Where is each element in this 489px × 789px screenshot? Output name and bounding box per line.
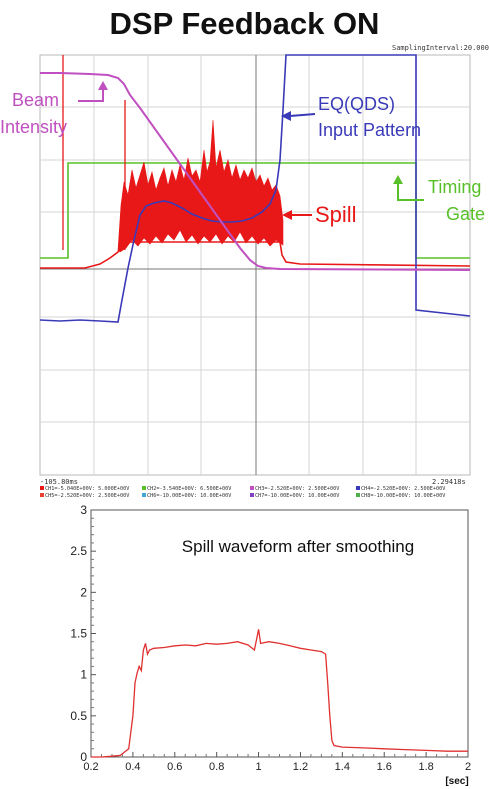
page-title: DSP Feedback ON [109, 6, 380, 41]
y-tick-label: 1.5 [70, 627, 87, 641]
eq-pointer-arrow [289, 113, 316, 117]
chart-title: Spill waveform after smoothing [182, 537, 414, 556]
timing-pointer-arrow [397, 182, 424, 201]
channel-legend-ch3: CH3=-2.520E+00V: 2.500E+00V [255, 486, 339, 492]
sampling-interval-label: SamplingInterval:20.000us [392, 44, 489, 52]
channel-swatch-ch7 [250, 493, 254, 497]
beam-label-line2: Intensity [0, 117, 67, 137]
beam-intensity-trace [40, 72, 471, 271]
channel-legend-ch4: CH4=-2.520E+00V: 2.500E+00V [361, 486, 445, 492]
eq-label-line1: EQ(QDS) [318, 94, 395, 114]
channel-swatch-ch6 [142, 493, 146, 497]
y-tick-label: 0 [80, 750, 87, 764]
spill-smoothed-line [91, 629, 468, 758]
x-tick-label: 1 [255, 761, 261, 773]
channel-legend-ch6: CH6=-10.00E+00V: 10.00E+00V [147, 493, 231, 499]
timing-label-line2: Gate [446, 204, 485, 224]
time-start-label: -105.80ms [40, 478, 78, 486]
spill-label: Spill [315, 202, 357, 227]
channel-swatch-ch3 [250, 486, 254, 490]
y-tick-label: 3 [80, 503, 87, 517]
channel-swatch-ch5 [40, 493, 44, 497]
x-tick-label: 0.2 [83, 761, 98, 773]
eq-input-trace [39, 54, 471, 323]
channel-swatch-ch4 [356, 486, 360, 490]
spill-pointer-arrowhead [282, 210, 292, 220]
x-tick-label: 0.8 [209, 761, 224, 773]
x-axis-label: [sec] [445, 776, 468, 787]
x-tick-label: 1.2 [293, 761, 308, 773]
x-tick-label: 1.4 [335, 761, 350, 773]
channel-swatch-ch1 [40, 486, 44, 490]
channel-swatch-ch2 [142, 486, 146, 490]
beam-pointer-arrow [78, 88, 104, 102]
y-tick-label: 1 [80, 668, 87, 682]
eq-pointer-arrowhead [281, 111, 291, 121]
beam-pointer-arrowhead [98, 81, 108, 90]
x-tick-label: 1.6 [377, 761, 392, 773]
channel-legend-ch5: CH5=-2.520E+00V: 2.500E+00V [45, 493, 129, 499]
channel-legend-ch1: CH1=-5.040E+00V: 5.000E+00V [45, 486, 129, 492]
beam-label-line1: Beam [12, 90, 59, 110]
x-tick-label: 1.8 [418, 761, 433, 773]
time-end-label: 2.29418s [432, 478, 466, 486]
timing-label-line1: Timing [428, 177, 481, 197]
eq-label-line2: Input Pattern [318, 120, 421, 140]
x-tick-label: 0.4 [125, 761, 140, 773]
y-tick-label: 2.5 [70, 544, 87, 558]
channel-legend-ch7: CH7=-10.00E+00V: 10.00E+00V [255, 493, 339, 499]
spill-waveform-chart: 0 0.5 1 1.5 2 2.5 3 0.2 0.4 0.6 0.8 1 1.2 1.4 1.6 1.8 2… [70, 503, 471, 787]
channel-legend-ch8: CH8=-10.00E+00V: 10.00E+00V [361, 493, 445, 499]
spill-noise-band [117, 119, 284, 253]
x-tick-label: 0.6 [167, 761, 182, 773]
timing-gate-trace [40, 162, 470, 259]
oscilloscope-screen: Beam Intensity EQ(QDS) Input Pattern Tim… [0, 54, 485, 499]
x-tick-label: 2 [465, 761, 471, 773]
y-tick-label: 0.5 [70, 709, 87, 723]
y-tick-label: 2 [80, 585, 87, 599]
channel-swatch-ch8 [356, 493, 360, 497]
channel-legend-ch2: CH2=-3.540E+00V: 6.500E+00V [147, 486, 231, 492]
timing-pointer-arrowhead [393, 175, 403, 184]
